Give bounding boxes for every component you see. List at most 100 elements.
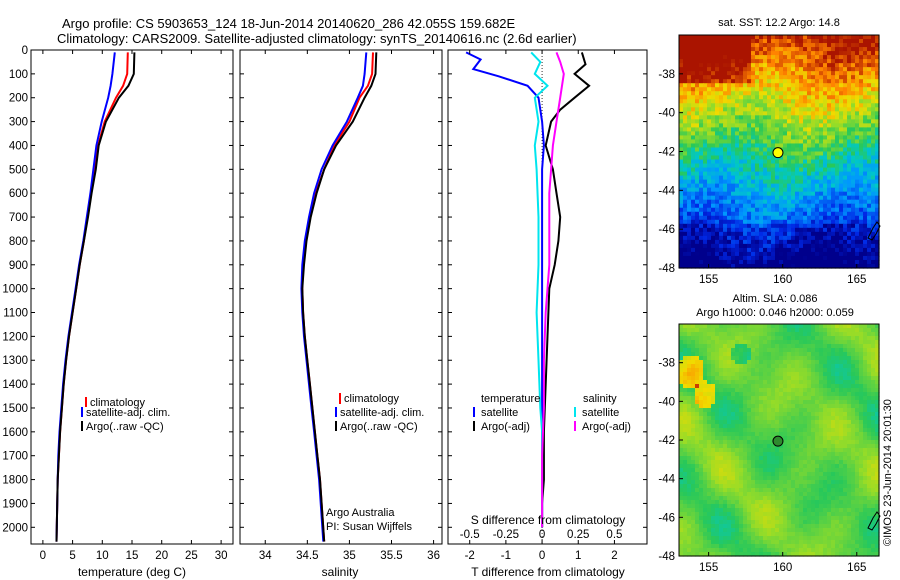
map-cell (695, 127, 700, 133)
map-cell (831, 428, 836, 433)
map-cell (815, 460, 820, 465)
map-cell (779, 103, 784, 108)
map-cell (691, 83, 696, 88)
map-cell (851, 440, 856, 445)
map-cell (679, 211, 684, 217)
map-cell (679, 380, 684, 385)
map-cell (771, 215, 776, 221)
map-cell (795, 43, 800, 48)
map-cell (695, 223, 700, 229)
map-cell (775, 396, 780, 401)
map-cell (727, 211, 732, 217)
map-cell (723, 452, 728, 457)
map-cell (683, 456, 688, 461)
map-cell (775, 67, 780, 72)
map-cell (787, 324, 792, 329)
map-cell (783, 195, 788, 201)
map-cell (803, 167, 808, 173)
map-cell (727, 255, 732, 261)
map-cell (851, 247, 856, 253)
map-cell (751, 159, 756, 165)
map-cell (687, 231, 692, 237)
map-cell (839, 187, 844, 193)
map-cell (699, 328, 704, 333)
map-cell (679, 219, 684, 225)
map-cell (687, 352, 692, 357)
map-cell (831, 380, 836, 385)
map-cell (863, 179, 868, 185)
map-cell (859, 332, 864, 337)
map-cell (731, 55, 736, 60)
map-cell (771, 195, 776, 201)
map-cell (723, 203, 728, 209)
map-cell (759, 87, 764, 92)
map-cell (719, 348, 724, 353)
map-cell (711, 392, 716, 397)
map-cell (687, 324, 692, 329)
map-cell (787, 259, 792, 265)
map-cell (715, 47, 720, 52)
map-cell (851, 195, 856, 201)
map-cell (811, 448, 816, 453)
map-cell (711, 155, 716, 161)
map-cell (707, 376, 712, 381)
map-cell (739, 384, 744, 389)
x-tick-label: 5 (69, 550, 75, 562)
map-cell (691, 211, 696, 217)
map-cell (747, 135, 752, 141)
map-cell (827, 408, 832, 413)
map-cell (755, 43, 760, 48)
map-cell (743, 195, 748, 201)
map-cell (811, 324, 816, 329)
map-cell (719, 211, 724, 217)
map-cell (763, 243, 768, 249)
map-cell (679, 203, 684, 209)
map-cell (727, 243, 732, 249)
map-cell (823, 416, 828, 421)
map-cell (683, 368, 688, 373)
map-cell (783, 227, 788, 233)
map-cell (867, 131, 872, 137)
map-cell (823, 111, 828, 116)
map-cell (683, 55, 688, 60)
map-cell (811, 175, 816, 181)
map-cell (783, 424, 788, 429)
map-cell (859, 251, 864, 257)
map-cell (735, 364, 740, 369)
map-cell (731, 376, 736, 381)
map-cell (727, 456, 732, 461)
map-cell (775, 251, 780, 257)
map-cell (803, 115, 808, 120)
map-cell (807, 83, 812, 88)
map-cell (679, 195, 684, 201)
map-cell (823, 63, 828, 68)
map-cell (875, 460, 880, 465)
map-cell (835, 99, 840, 104)
map-cell (739, 107, 744, 112)
map-cell (767, 99, 772, 104)
map-cell (687, 223, 692, 229)
map-cell (751, 43, 756, 48)
map-cell (779, 59, 784, 64)
map-cell (715, 255, 720, 261)
map-cell (807, 127, 812, 133)
map-cell (755, 211, 760, 217)
map-cell (715, 199, 720, 205)
map-cell (699, 135, 704, 141)
map-cell (683, 364, 688, 369)
map-cell (783, 151, 788, 157)
map-cell (731, 183, 736, 189)
map-cell (847, 119, 852, 124)
map-cell (695, 119, 700, 124)
map-cell (739, 400, 744, 405)
map-cell (731, 364, 736, 369)
map-cell (791, 364, 796, 369)
map-cell (795, 412, 800, 417)
map-cell (835, 147, 840, 153)
map-cell (751, 211, 756, 217)
map-cell (771, 179, 776, 185)
map-cell (687, 47, 692, 52)
map-cell (863, 143, 868, 149)
map-cell (779, 131, 784, 137)
map-cell (679, 328, 684, 333)
